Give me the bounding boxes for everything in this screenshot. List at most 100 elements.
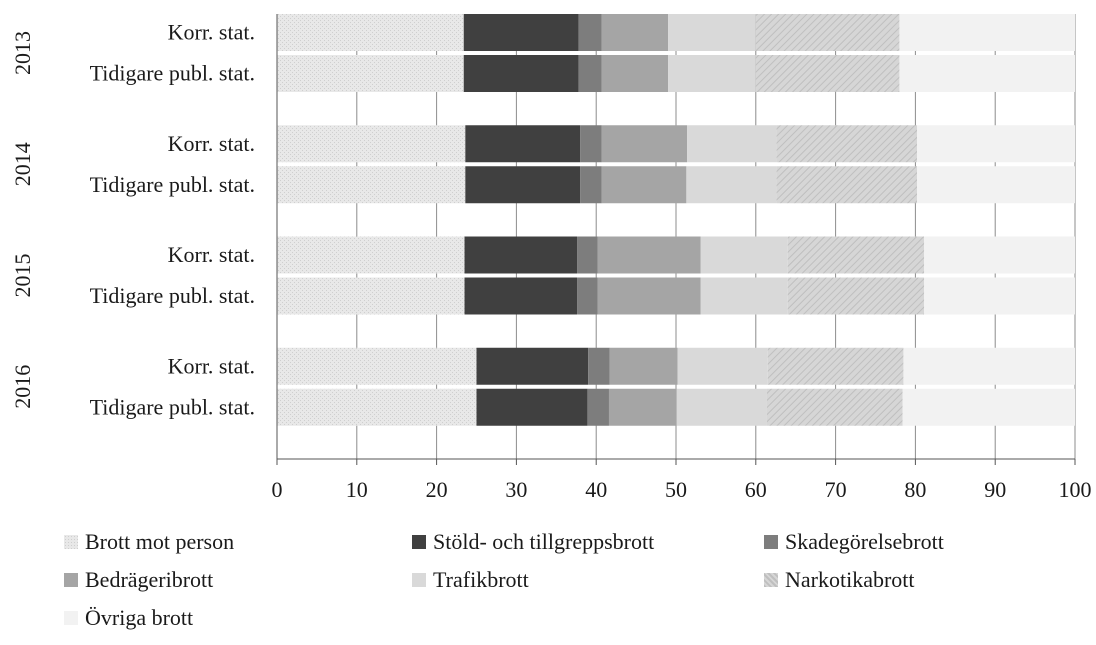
- bar-segment: [903, 347, 1075, 385]
- x-tick-label: 30: [505, 477, 527, 502]
- legend-item: Trafikbrott: [412, 566, 529, 594]
- bar-segment: [899, 14, 1075, 51]
- bar-segment: [899, 55, 1075, 92]
- bar-segment: [578, 55, 602, 92]
- bar-segment: [601, 55, 669, 92]
- legend-swatch: [64, 573, 78, 587]
- bar-segment: [476, 347, 589, 385]
- bar-segment: [755, 14, 900, 51]
- bar-segment: [464, 277, 578, 315]
- bar-segment: [787, 277, 925, 315]
- bar-segment: [601, 166, 687, 204]
- bar-segment: [277, 125, 466, 163]
- bar-segment: [578, 14, 602, 51]
- legend-swatch: [764, 535, 778, 549]
- bar-segment: [776, 125, 917, 163]
- x-axis: 0 10 20 30 40 50 60 70 80 90 100: [272, 14, 1092, 502]
- bar-segment: [766, 388, 903, 426]
- x-tick-label: 80: [904, 477, 926, 502]
- bar-segment: [767, 347, 904, 385]
- bar-segment: [609, 347, 678, 385]
- bar-label: Korr. stat.: [168, 242, 255, 267]
- bar-segment: [588, 347, 610, 385]
- legend-item: Brott mot person: [64, 528, 234, 556]
- legend-label: Skadegörelsebrott: [785, 529, 944, 554]
- legend-swatch: [412, 573, 426, 587]
- legend-item: Skadegörelsebrott: [764, 528, 944, 556]
- legend-label: Stöld- och tillgreppsbrott: [433, 529, 655, 554]
- bar-segment: [668, 55, 756, 92]
- legend-label: Brott mot person: [85, 529, 235, 554]
- bar-segment: [601, 125, 688, 163]
- x-tick-label: 50: [665, 477, 687, 502]
- bar-segment: [277, 166, 466, 204]
- bar-segment: [463, 55, 579, 92]
- bar-segment: [580, 166, 602, 204]
- x-tick-label: 70: [825, 477, 847, 502]
- group-label: 2016: [10, 365, 35, 409]
- bar-segment: [687, 125, 777, 163]
- bar-segment: [597, 236, 701, 274]
- bar-segment: [776, 166, 917, 204]
- bar-segment: [465, 166, 581, 204]
- bar-segment: [902, 388, 1075, 426]
- bar-segment: [924, 277, 1075, 315]
- bar-segment: [587, 388, 609, 426]
- bar-segment: [787, 236, 925, 274]
- x-tick-label: 40: [585, 477, 607, 502]
- legend-label: Övriga brott: [85, 605, 194, 630]
- bar-segment: [700, 236, 788, 274]
- bar-label: Korr. stat.: [168, 353, 255, 378]
- bar-segment: [463, 14, 579, 51]
- bar-segment: [577, 236, 598, 274]
- bar-label: Korr. stat.: [168, 131, 255, 156]
- bar-label: Tidigare publ. stat.: [90, 61, 255, 86]
- legend-swatch: [64, 535, 78, 549]
- group-label: 2013: [10, 31, 35, 75]
- bar-segment: [277, 236, 465, 274]
- legend-item: Övriga brott: [64, 604, 193, 632]
- x-tick-label: 90: [984, 477, 1006, 502]
- x-tick-label: 10: [346, 477, 368, 502]
- bar-segment: [464, 236, 578, 274]
- legend-item: Bedrägeribrott: [64, 566, 213, 594]
- bar-label: Tidigare publ. stat.: [90, 394, 255, 419]
- bar-segment: [916, 125, 1075, 163]
- legend-label: Narkotikabrott: [785, 567, 915, 592]
- bar-label: Tidigare publ. stat.: [90, 172, 255, 197]
- bar-segment: [916, 166, 1075, 204]
- bar-segment: [277, 55, 464, 92]
- x-tick-label: 100: [1059, 477, 1092, 502]
- bar-segment: [608, 388, 677, 426]
- bar-label: Tidigare publ. stat.: [90, 283, 255, 308]
- group-label: 2014: [10, 142, 35, 186]
- bar-segment: [277, 277, 465, 315]
- group-label: 2015: [10, 254, 35, 298]
- bar-segment: [924, 236, 1075, 274]
- legend-item: Narkotikabrott: [764, 566, 915, 594]
- bar-segment: [476, 388, 588, 426]
- bars: [277, 14, 1075, 426]
- category-labels: Korr. stat. Tidigare publ. stat. 2013 Korr.…: [10, 20, 255, 420]
- bar-label: Korr. stat.: [168, 20, 255, 45]
- chart-svg: 0 10 20 30 40 50 60 70 80 90 100 Korr. stat. Tidiga…: [10, 14, 1092, 502]
- bar-segment: [597, 277, 701, 315]
- bar-segment: [277, 14, 464, 51]
- bar-segment: [601, 14, 669, 51]
- legend-item: Stöld- och tillgreppsbrott: [412, 528, 654, 556]
- x-tick-label: 60: [745, 477, 767, 502]
- bar-segment: [755, 55, 900, 92]
- x-tick-label: 0: [272, 477, 283, 502]
- legend-swatch: [64, 611, 78, 625]
- legend-swatch: [764, 573, 778, 587]
- bar-segment: [277, 388, 477, 426]
- bar-segment: [700, 277, 788, 315]
- legend-swatch: [412, 535, 426, 549]
- bar-segment: [277, 347, 477, 385]
- bar-segment: [668, 14, 756, 51]
- bar-segment: [686, 166, 777, 204]
- legend-label: Trafikbrott: [433, 567, 529, 592]
- bar-segment: [577, 277, 598, 315]
- bar-segment: [580, 125, 602, 163]
